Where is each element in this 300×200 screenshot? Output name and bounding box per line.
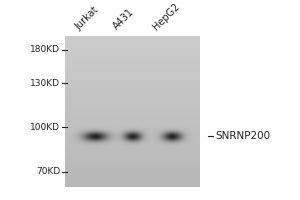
Text: SNRNP200: SNRNP200 bbox=[215, 131, 270, 141]
Text: 180KD: 180KD bbox=[30, 45, 60, 54]
Text: HepG2: HepG2 bbox=[151, 1, 182, 32]
Text: 70KD: 70KD bbox=[36, 167, 60, 176]
Text: A431: A431 bbox=[111, 7, 136, 32]
Text: 100KD: 100KD bbox=[30, 123, 60, 132]
Text: Jurkat: Jurkat bbox=[73, 5, 100, 32]
Text: 130KD: 130KD bbox=[30, 79, 60, 88]
